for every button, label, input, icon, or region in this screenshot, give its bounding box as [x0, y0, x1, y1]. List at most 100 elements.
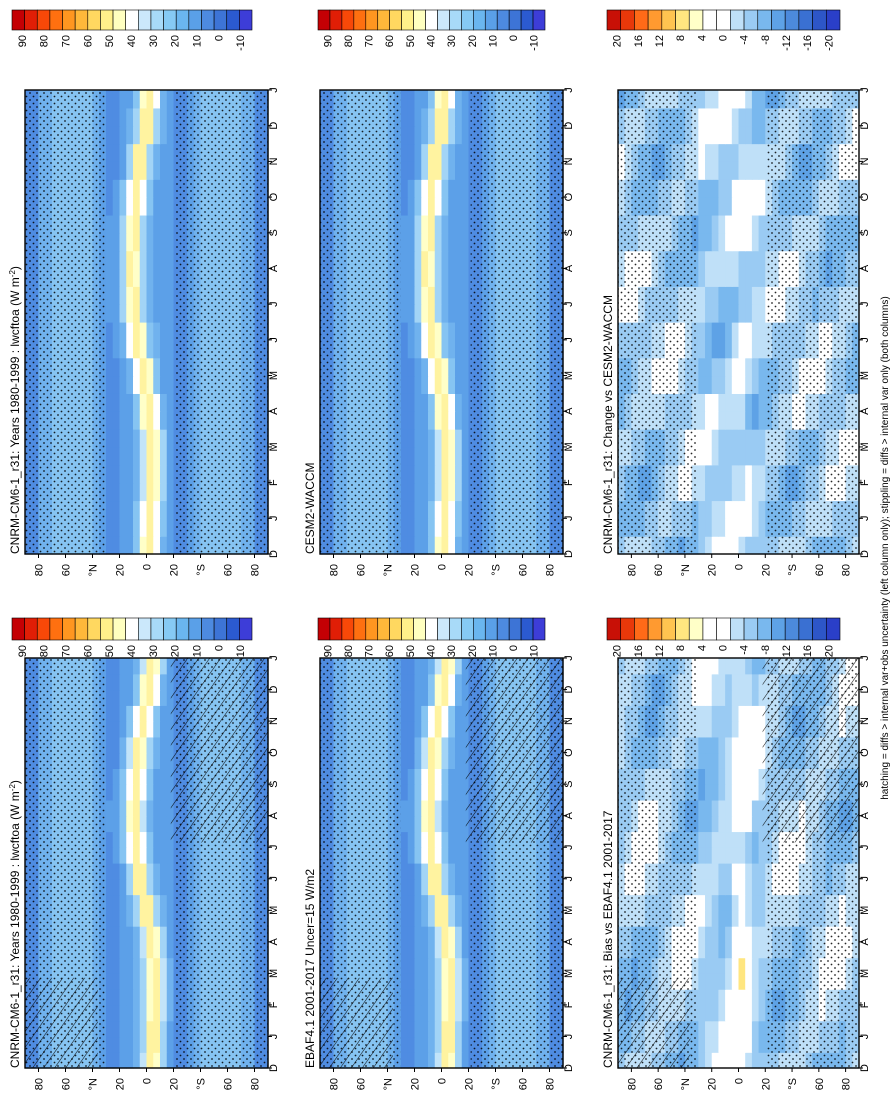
heatmap-cell	[166, 464, 175, 484]
colorbar-label: 70	[364, 645, 376, 657]
colorbar-label: 10	[191, 35, 203, 47]
heatmap-cell	[106, 1004, 114, 1022]
heatmap-cell	[705, 831, 713, 848]
heatmap-cell	[146, 673, 154, 691]
heatmap-cell	[407, 831, 416, 848]
heatmap-cell	[119, 673, 127, 691]
heatmap-cell	[166, 673, 175, 691]
heatmap-cell	[455, 878, 463, 896]
heatmap-cell	[758, 721, 766, 738]
heatmap-cell	[414, 214, 422, 234]
heatmap-cell	[146, 125, 154, 145]
heatmap-cell	[153, 179, 161, 198]
heatmap-cell	[133, 268, 141, 287]
heatmap-cell	[428, 831, 436, 848]
heatmap-cell	[414, 268, 422, 287]
heatmap-cell	[461, 322, 470, 341]
heatmap-cell	[428, 375, 436, 394]
heatmap-cell	[112, 736, 121, 754]
heatmap-cell	[698, 752, 706, 769]
heatmap-cell	[441, 518, 449, 537]
heatmap-cell	[725, 799, 733, 817]
heatmap-cell	[421, 878, 429, 896]
heatmap-cell	[441, 179, 449, 198]
x-tick-label: J	[268, 337, 280, 343]
heatmap-cell	[139, 482, 148, 502]
heatmap-cell	[705, 752, 713, 769]
heatmap-cell	[414, 784, 422, 801]
heatmap-cell	[461, 878, 470, 896]
heatmap-cell	[126, 375, 134, 394]
panel-title-superscript: -2	[8, 270, 17, 278]
heatmap-cell	[448, 143, 456, 162]
heatmap-cell	[461, 518, 470, 537]
heatmap-cell	[725, 1004, 733, 1022]
heatmap-cell	[428, 500, 436, 519]
heatmap-cell	[434, 973, 443, 990]
heatmap-cell	[401, 500, 409, 519]
heatmap-cell	[106, 536, 114, 555]
heatmap-cell	[407, 815, 416, 833]
heatmap-cell	[153, 736, 161, 754]
heatmap-cell	[711, 973, 720, 990]
heatmap-cell	[758, 1004, 766, 1022]
heatmap-cell	[401, 304, 409, 323]
heatmap-cell	[434, 411, 443, 430]
heatmap-cell	[421, 768, 429, 785]
heatmap-cell	[718, 768, 726, 785]
heatmap-cell	[455, 768, 463, 785]
heatmap-cell	[146, 143, 154, 162]
heatmap-cell	[166, 179, 175, 198]
heatmap-cell	[461, 250, 470, 270]
heatmap-cell	[705, 1020, 713, 1038]
colorbar-box	[213, 617, 228, 641]
colorbar-box	[175, 617, 190, 641]
stipple-overlay	[25, 90, 106, 554]
colorbar-label: 60	[82, 645, 94, 657]
heatmap-cell	[166, 197, 175, 216]
heatmap-cell	[421, 536, 429, 555]
heatmap-cell	[112, 357, 121, 377]
heatmap-cell	[160, 721, 168, 738]
colorbar-box	[239, 617, 253, 641]
heatmap-cell	[738, 1052, 746, 1069]
heatmap-cell	[106, 464, 114, 484]
heatmap-cell	[407, 250, 416, 270]
colorbar-box	[188, 9, 202, 31]
heatmap-cell	[758, 894, 766, 911]
heatmap-cell	[160, 90, 168, 109]
colorbar: 90 80 70 60 50 40 30 20 10 0 -10	[317, 617, 546, 661]
heatmap-cell	[146, 107, 154, 127]
x-tick-label: S	[563, 229, 575, 236]
heatmap-cell	[401, 705, 409, 722]
heatmap-cell	[461, 689, 470, 706]
colorbar-label: 70	[364, 35, 376, 47]
heatmap-cell	[461, 926, 470, 943]
heatmap-cell	[401, 125, 409, 145]
heatmap-cell	[166, 214, 175, 234]
heatmap-cell	[126, 673, 134, 691]
heatmap-cell	[112, 429, 121, 448]
colorbar-box	[377, 9, 390, 31]
heatmap-cell	[738, 1036, 746, 1053]
heatmap-cell	[401, 1004, 409, 1022]
heatmap-cell	[758, 1052, 766, 1069]
heatmap-cell	[711, 736, 720, 754]
colorbar-box	[112, 9, 126, 31]
heatmap-cell	[133, 446, 141, 466]
x-tick-label: J	[563, 516, 575, 522]
heatmap-cell	[112, 689, 121, 706]
heatmap-cell	[106, 721, 114, 738]
heatmap-cell	[153, 357, 161, 377]
heatmap-cell	[126, 894, 134, 911]
heatmap-cell	[758, 768, 766, 785]
heatmap-cell	[407, 752, 416, 769]
heatmap-cell	[428, 304, 436, 323]
heatmap-cell	[153, 926, 161, 943]
heatmap-cell	[434, 673, 443, 691]
heatmap-cell	[112, 1020, 121, 1038]
heatmap-cell	[725, 721, 733, 738]
colorbar-label: 70	[61, 35, 73, 47]
heatmap-cell	[119, 197, 127, 216]
